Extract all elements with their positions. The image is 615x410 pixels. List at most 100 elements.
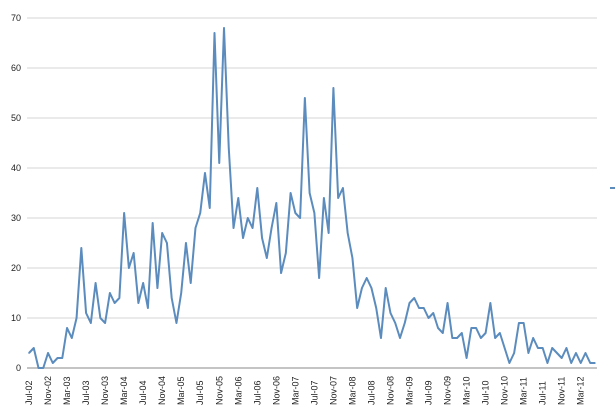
data-point (113, 302, 116, 304)
data-point (437, 327, 439, 329)
data-point (546, 362, 549, 364)
data-point (384, 287, 387, 289)
data-point (142, 282, 144, 284)
data-point (394, 322, 397, 324)
data-point (289, 192, 292, 194)
data-point (90, 322, 92, 324)
data-point (94, 282, 97, 284)
data-point (280, 272, 282, 274)
data-point (147, 307, 149, 309)
x-tick-label: Jul-04 (138, 380, 148, 405)
data-point (256, 187, 259, 189)
data-point (508, 362, 511, 364)
data-point (556, 352, 558, 354)
x-tick-label: Jul-05 (195, 380, 205, 405)
data-point (223, 27, 225, 29)
data-point (432, 312, 435, 314)
data-point (451, 337, 454, 339)
data-point (489, 302, 492, 304)
data-point (285, 252, 287, 254)
data-point (499, 332, 501, 334)
x-tick-label: Jul-08 (366, 380, 376, 405)
data-point (199, 212, 202, 214)
data-point (51, 362, 54, 364)
data-point (427, 317, 430, 319)
data-point (527, 352, 530, 354)
x-tick-label: Mar-12 (576, 376, 586, 405)
x-tick-label: Jul-11 (538, 381, 548, 405)
data-point (299, 217, 301, 219)
data-point (513, 352, 515, 354)
data-point (575, 352, 577, 354)
data-point (380, 337, 382, 339)
data-point (465, 357, 468, 359)
x-tick-label: Nov-04 (157, 376, 167, 405)
data-point (346, 232, 349, 234)
data-point (266, 257, 268, 259)
x-tick-label: Nov-02 (43, 376, 53, 405)
data-point (342, 187, 344, 189)
x-tick-label: Mar-04 (119, 376, 129, 405)
data-point (470, 327, 473, 329)
data-point (71, 337, 73, 339)
data-point (308, 192, 311, 194)
data-point (227, 147, 230, 149)
x-tick-label: Mar-10 (462, 376, 472, 405)
x-tick-label: Nov-10 (500, 376, 510, 405)
data-point (75, 317, 78, 319)
data-point (442, 332, 444, 334)
data-point (418, 307, 420, 309)
data-point (389, 312, 392, 314)
data-point (275, 202, 278, 204)
y-tick-label: 40 (11, 163, 21, 173)
data-point (61, 357, 64, 359)
data-point (180, 292, 182, 294)
x-tick-label: Nov-08 (385, 376, 395, 405)
x-tick-label: Mar-09 (405, 376, 415, 405)
data-point (323, 197, 325, 199)
data-point (32, 347, 35, 349)
data-point (170, 297, 173, 299)
data-point (403, 322, 406, 324)
data-point (56, 357, 59, 359)
data-point (242, 237, 244, 239)
data-point (537, 347, 539, 349)
y-tick-label: 70 (11, 13, 21, 23)
data-point (337, 197, 339, 199)
data-point (104, 322, 106, 324)
x-tick-label: Nov-11 (557, 377, 567, 405)
x-tick-label: Jul-02 (24, 380, 34, 405)
data-point (532, 337, 534, 339)
data-point (185, 242, 187, 244)
x-tick-label: Mar-06 (233, 376, 243, 405)
data-point (118, 297, 121, 299)
data-point (480, 337, 482, 339)
data-point (475, 327, 477, 329)
data-point (327, 232, 330, 234)
data-point (151, 222, 154, 224)
data-point (47, 352, 49, 354)
data-point (551, 347, 553, 349)
x-tick-label: Jul-07 (309, 380, 319, 405)
x-tick-label: Jul-10 (481, 380, 491, 405)
data-point (156, 287, 159, 289)
data-point (85, 312, 87, 314)
data-point (109, 292, 111, 294)
data-point (99, 317, 102, 319)
data-point (294, 212, 297, 214)
x-tick-label: Jul-06 (252, 380, 262, 405)
data-point (175, 322, 178, 324)
data-point (166, 242, 168, 244)
data-point (361, 287, 363, 289)
data-point (37, 367, 40, 369)
data-point (413, 297, 416, 299)
y-tick-label: 50 (11, 113, 21, 123)
data-point (494, 337, 496, 339)
data-point (123, 212, 125, 214)
data-point (213, 32, 216, 34)
data-point (351, 257, 354, 259)
data-point (313, 212, 316, 214)
data-point (594, 362, 596, 364)
data-point (246, 217, 249, 219)
y-tick-label: 10 (11, 313, 21, 323)
